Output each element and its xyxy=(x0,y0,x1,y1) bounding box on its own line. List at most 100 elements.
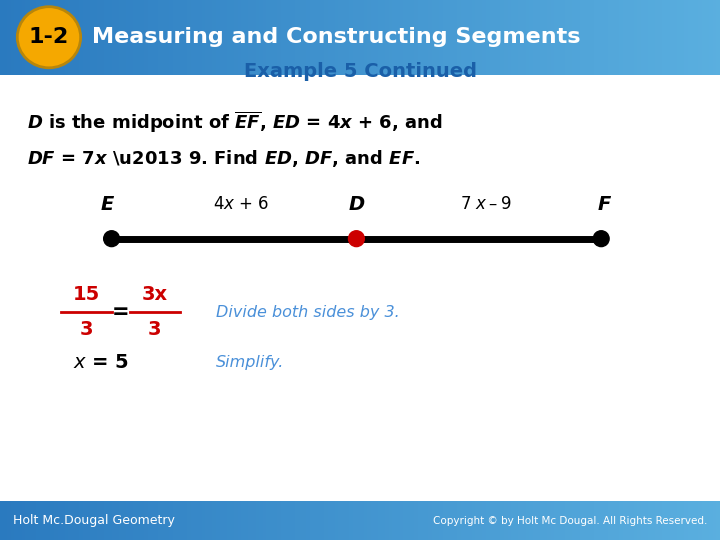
Bar xyxy=(173,0,177,75)
Bar xyxy=(698,501,703,540)
Bar xyxy=(130,0,134,75)
Bar xyxy=(133,0,138,75)
Bar xyxy=(72,501,76,540)
Bar xyxy=(716,501,720,540)
Bar xyxy=(277,0,282,75)
Bar xyxy=(558,501,562,540)
Bar xyxy=(295,0,300,75)
Bar xyxy=(360,0,364,75)
Bar xyxy=(619,501,624,540)
Bar xyxy=(616,501,620,540)
Bar xyxy=(14,0,19,75)
Bar xyxy=(475,501,480,540)
Bar xyxy=(328,501,332,540)
Bar xyxy=(266,501,271,540)
Bar xyxy=(587,0,591,75)
Bar xyxy=(713,501,717,540)
Bar xyxy=(18,0,22,75)
Bar xyxy=(403,0,408,75)
Bar xyxy=(706,501,710,540)
Bar xyxy=(457,501,462,540)
Bar xyxy=(328,0,332,75)
Bar xyxy=(626,0,631,75)
Bar xyxy=(126,0,130,75)
Bar xyxy=(230,0,235,75)
Bar xyxy=(428,501,433,540)
Text: 15: 15 xyxy=(73,285,100,304)
Bar xyxy=(241,501,246,540)
Bar xyxy=(79,0,84,75)
Bar xyxy=(245,501,249,540)
Bar xyxy=(252,0,256,75)
Bar xyxy=(180,501,184,540)
Bar xyxy=(234,501,238,540)
Bar xyxy=(662,501,667,540)
Bar xyxy=(292,0,296,75)
Bar xyxy=(540,501,544,540)
Bar xyxy=(580,0,584,75)
Bar xyxy=(61,0,66,75)
Bar xyxy=(14,501,19,540)
Bar xyxy=(295,501,300,540)
Bar xyxy=(630,501,634,540)
Text: =: = xyxy=(112,302,130,322)
Bar xyxy=(317,0,321,75)
Bar xyxy=(184,0,188,75)
Bar xyxy=(468,0,472,75)
Bar xyxy=(695,0,699,75)
Bar xyxy=(11,0,15,75)
Bar xyxy=(11,501,15,540)
Bar xyxy=(61,501,66,540)
Bar xyxy=(151,0,156,75)
Bar xyxy=(194,501,199,540)
Bar xyxy=(407,501,411,540)
Bar xyxy=(187,501,192,540)
Bar xyxy=(688,0,692,75)
Bar xyxy=(4,0,8,75)
Bar xyxy=(677,0,681,75)
Bar xyxy=(410,0,415,75)
Bar xyxy=(346,0,350,75)
Bar xyxy=(173,501,177,540)
Bar xyxy=(706,0,710,75)
Text: 3: 3 xyxy=(148,320,161,339)
Bar xyxy=(104,0,109,75)
Bar xyxy=(486,501,490,540)
Bar xyxy=(428,0,433,75)
Text: 3x: 3x xyxy=(142,285,168,304)
Bar xyxy=(551,501,555,540)
Bar xyxy=(151,501,156,540)
Bar xyxy=(284,0,289,75)
Text: Divide both sides by 3.: Divide both sides by 3. xyxy=(216,305,400,320)
Bar xyxy=(148,0,152,75)
Bar xyxy=(533,501,537,540)
Bar xyxy=(47,501,51,540)
Bar xyxy=(544,0,548,75)
Bar xyxy=(572,501,577,540)
Bar xyxy=(86,0,91,75)
Bar xyxy=(112,0,116,75)
Bar xyxy=(695,501,699,540)
Bar xyxy=(385,501,390,540)
Bar xyxy=(446,0,451,75)
Bar xyxy=(94,0,98,75)
Bar xyxy=(576,0,580,75)
Bar xyxy=(187,0,192,75)
Bar xyxy=(50,501,55,540)
Bar xyxy=(320,501,325,540)
Bar xyxy=(320,0,325,75)
Bar xyxy=(238,501,242,540)
Bar xyxy=(371,501,375,540)
Bar xyxy=(504,501,508,540)
Bar xyxy=(479,0,483,75)
Bar xyxy=(94,501,98,540)
Bar xyxy=(634,0,638,75)
Bar xyxy=(115,0,120,75)
Bar xyxy=(392,501,397,540)
Bar xyxy=(259,0,264,75)
Bar xyxy=(270,0,274,75)
Bar xyxy=(562,501,566,540)
Bar xyxy=(439,501,444,540)
Bar xyxy=(68,0,73,75)
Bar xyxy=(122,0,127,75)
